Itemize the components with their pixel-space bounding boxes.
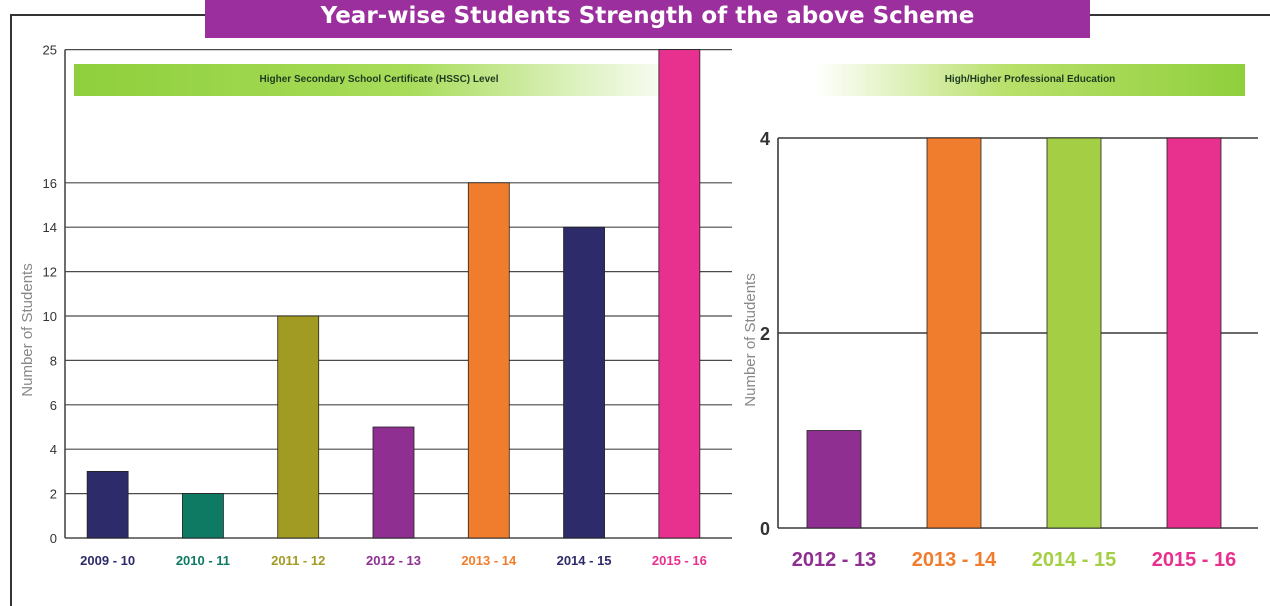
left-x-tick-label: 2012 - 13 — [366, 553, 421, 568]
left-bar — [467, 182, 510, 539]
left-x-tick-label: 2013 - 14 — [461, 553, 517, 568]
right-x-tick-label: 2014 - 15 — [1032, 549, 1117, 571]
left-y-tick-label: 6 — [50, 398, 57, 413]
left-y-tick-label: 2 — [50, 487, 57, 502]
right-bar — [926, 137, 982, 529]
left-chart-title: Higher Secondary School Certificate (HSS… — [74, 64, 684, 96]
right-y-tick-label: 4 — [760, 129, 770, 149]
right-chart-title: High/Higher Professional Education — [815, 64, 1245, 96]
left-x-tick-label: 2010 - 11 — [176, 553, 230, 568]
left-bar — [182, 493, 224, 539]
left-y-tick-label: 0 — [50, 531, 57, 546]
left-bar-chart: 0 2 4 6 8 10 12 14 16 25 2009 - 10 2010 - 11 2011 - … — [43, 43, 732, 568]
left-y-tick-label: 14 — [43, 220, 57, 235]
left-bar — [372, 426, 415, 539]
page-title: Year-wise Students Strength of the above… — [205, 0, 1090, 38]
right-y-tick-label: 0 — [760, 519, 770, 539]
right-x-tick-label: 2015 - 16 — [1152, 549, 1237, 571]
left-y-tick-label: 12 — [43, 265, 57, 280]
right-y-axis-label: Number of Students — [742, 273, 759, 406]
left-y-tick-label: 25 — [43, 43, 57, 58]
left-x-tick-label: 2015 - 16 — [652, 553, 707, 568]
left-y-tick-label: 16 — [43, 176, 57, 191]
left-bar — [86, 470, 129, 539]
left-x-tick-label: 2014 - 15 — [557, 553, 612, 568]
right-y-tick-label: 2 — [760, 324, 770, 344]
right-x-tick-label: 2012 - 13 — [792, 549, 877, 571]
left-bar — [277, 315, 320, 539]
left-y-tick-label: 10 — [43, 309, 57, 324]
left-x-tick-label: 2009 - 10 — [80, 553, 135, 568]
right-bar-chart: 0 2 4 2012 - 13 2013 - 14 2014 - 15 2015 - 16 — [760, 129, 1258, 571]
left-x-tick-label: 2011 - 12 — [271, 553, 325, 568]
right-bar — [1046, 137, 1102, 529]
left-bar — [658, 49, 701, 539]
left-bar — [563, 226, 605, 539]
left-y-axis-label: Number of Students — [19, 263, 36, 396]
left-y-tick-label: 8 — [50, 353, 57, 368]
right-x-tick-label: 2013 - 14 — [912, 549, 997, 571]
right-bar — [806, 430, 862, 529]
left-y-tick-label: 4 — [50, 442, 57, 457]
right-bar — [1166, 137, 1222, 529]
